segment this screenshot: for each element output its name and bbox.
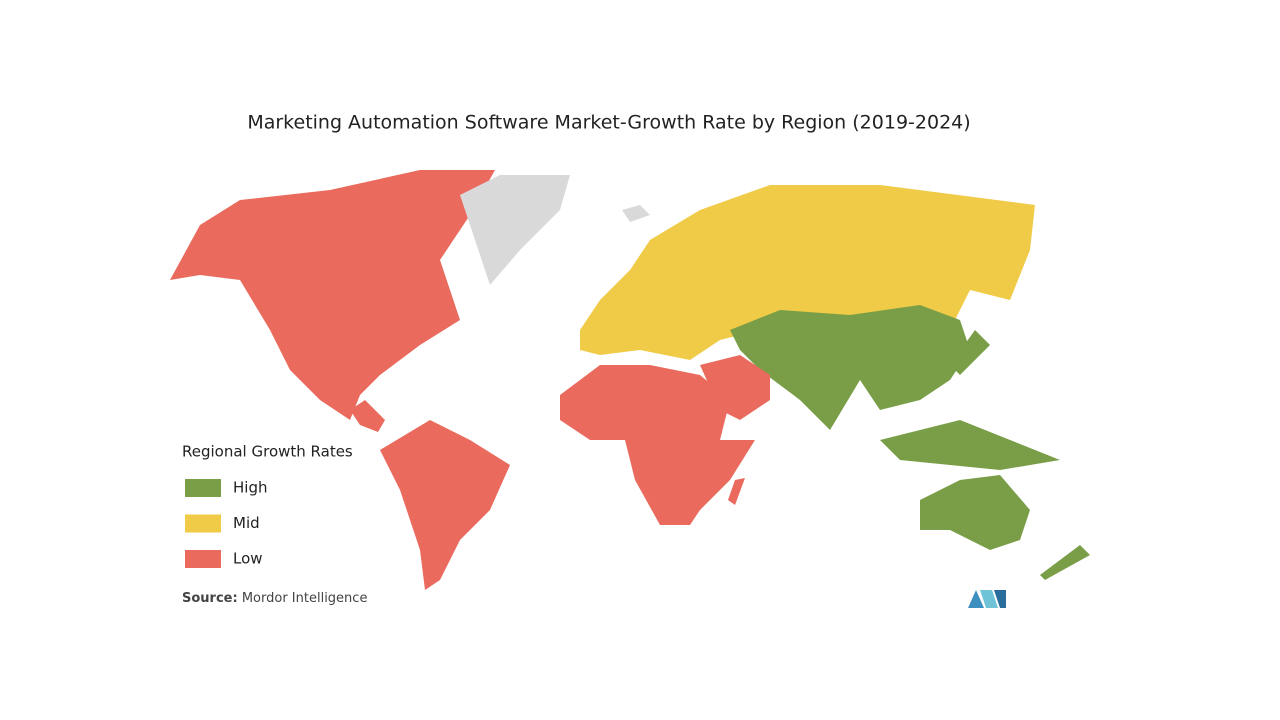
region xyxy=(460,175,570,285)
legend-swatch xyxy=(185,550,221,568)
legend-label: Mid xyxy=(233,514,260,532)
region xyxy=(950,330,990,375)
region xyxy=(700,355,770,420)
region xyxy=(380,420,510,590)
region xyxy=(170,170,495,420)
region xyxy=(728,478,745,505)
region xyxy=(1040,545,1090,580)
region xyxy=(560,365,755,525)
legend-title: Regional Growth Rates xyxy=(182,443,353,461)
legend-swatch xyxy=(185,514,221,533)
source-text: Mordor Intelligence xyxy=(242,591,368,606)
legend: High Mid Low xyxy=(185,479,267,568)
world-map xyxy=(170,170,1090,590)
legend-swatch xyxy=(185,479,221,497)
region xyxy=(920,475,1030,550)
logo xyxy=(968,590,1006,608)
region xyxy=(880,420,1060,470)
legend-label: Low xyxy=(233,550,263,568)
region xyxy=(622,205,650,222)
region xyxy=(350,400,385,432)
source-note: Source: Mordor Intelligence xyxy=(182,591,367,606)
source-label: Source: xyxy=(182,591,238,606)
region xyxy=(730,305,970,430)
map-title: Marketing Automation Software Market-Gro… xyxy=(247,112,970,134)
legend-label: High xyxy=(233,479,267,497)
